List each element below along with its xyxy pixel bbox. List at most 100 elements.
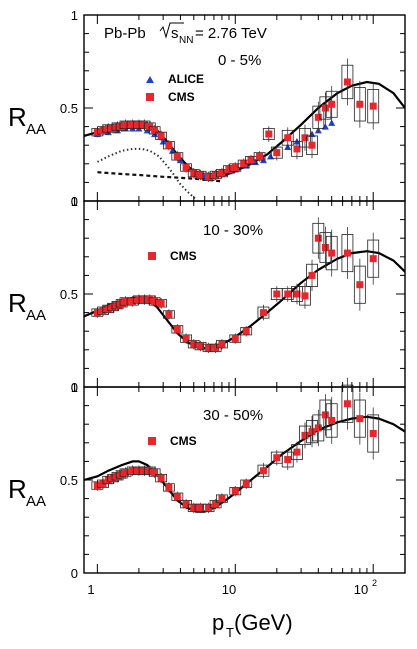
collision-label: Pb-Pb [104,25,146,42]
energy-label: s NN = 2.76 TeV [159,22,267,46]
alice-data-point [168,147,176,154]
cms-data-point [157,132,165,140]
legend-panel-3: CMS [148,434,197,448]
cms-data-point [104,476,112,484]
cms-data-point [129,467,137,475]
cms-data-point [212,344,220,352]
legend-panel-1: ALICE CMS [146,72,204,104]
y-axis-title-panel-3: R AA [8,474,46,510]
cms-data-point [118,470,126,478]
cms-data-point [259,309,267,317]
y-axis-title-main: R [8,474,27,504]
energy-label-s: s [171,25,179,42]
energy-label-sub: NN [179,35,193,46]
cms-data-point [205,344,213,352]
cms-data-point [197,171,205,179]
cms-data-point [109,124,117,132]
cms-data-point [259,467,267,475]
cms-data-point [356,100,364,108]
cms-data-point [218,495,226,503]
y-axis-title-panel-2: R AA [8,288,46,324]
cms-data-point [284,456,292,464]
cms-data-point [314,234,322,242]
legend-cms-label: CMS [170,249,197,263]
cms-data-point [369,255,377,263]
cms-data-point [265,130,273,138]
y-axis-title-sub: AA [26,493,46,510]
cms-data-point [356,281,364,289]
legend-cms-label: CMS [170,434,197,448]
legend-alice-marker [146,76,154,83]
cms-data-point [122,469,130,477]
cms-data-point [301,134,309,142]
cms-data-point [190,169,198,177]
cms-data-point [114,123,122,131]
cms-data-point [118,123,126,131]
cms-data-point [146,296,154,304]
cms-data-point [343,249,351,257]
panel-1-frame [83,14,406,202]
legend-cms-label: CMS [168,90,195,104]
legend-cms-marker [148,252,156,260]
cms-data-point [190,340,198,348]
cms-data-point [231,335,239,343]
cms-data-point [118,299,126,307]
y-tick-label: 0 [71,566,78,581]
y-axis-title-sub: AA [26,121,46,138]
cms-data-point [157,474,165,482]
cms-data-point [343,78,351,86]
cms-data-point [308,271,316,279]
cms-data-point [190,504,198,512]
cms-data-point [151,297,159,305]
cms-data-point [173,325,181,333]
cms-data-point [314,113,322,121]
cms-data-point [212,171,220,179]
legend-cms-marker [146,93,154,101]
y-tick-label: 0.5 [60,287,78,302]
x-axis-title-unit: (GeV) [234,610,293,635]
cms-data-point [328,416,336,424]
cms-data-point [314,424,322,432]
theory-curve-solid [84,415,405,513]
legend-panel-2: CMS [148,249,197,263]
x-tick-label-100: 10 2 [354,578,377,597]
cms-data-point [205,173,213,181]
cms-data-point [114,472,122,480]
cms-data-point [369,430,377,437]
cms-data-point [114,301,122,309]
y-tick-label: 1 [71,194,78,209]
x-tick-label-100-exp: 2 [372,578,377,588]
cms-data-point [308,428,316,436]
cms-data-point [293,290,301,298]
cms-data-point [182,500,190,508]
cms-data-point [165,483,173,491]
x-tick-label-10: 10 [222,582,236,597]
alice-data-point [328,119,336,126]
cms-data-point [321,411,329,419]
cms-data-point [104,124,112,132]
y-tick-label: 0 [71,194,78,209]
cms-data-point [157,299,165,307]
cms-data-point [242,480,250,488]
y-tick-label: 1 [71,8,78,23]
centrality-label-panel-1: 0 - 5% [218,52,261,69]
cms-data-point [109,303,117,311]
energy-label-value: = 2.76 TeV [195,25,267,42]
panel-curves [84,415,405,513]
cms-data-point [240,160,248,168]
cms-data-point [328,100,336,108]
cms-data-point [165,141,173,149]
cms-data-point [173,493,181,501]
y-tick-label: 0 [71,380,78,395]
legend-cms-marker [148,437,156,445]
cms-data-point [293,448,301,456]
cms-data-point [273,290,281,298]
cms-data-point [328,249,336,257]
y-axis-title-main: R [8,102,27,132]
x-axis-title-sub: T [226,625,234,640]
cms-data-point [284,290,292,298]
cms-data-point [197,342,205,350]
